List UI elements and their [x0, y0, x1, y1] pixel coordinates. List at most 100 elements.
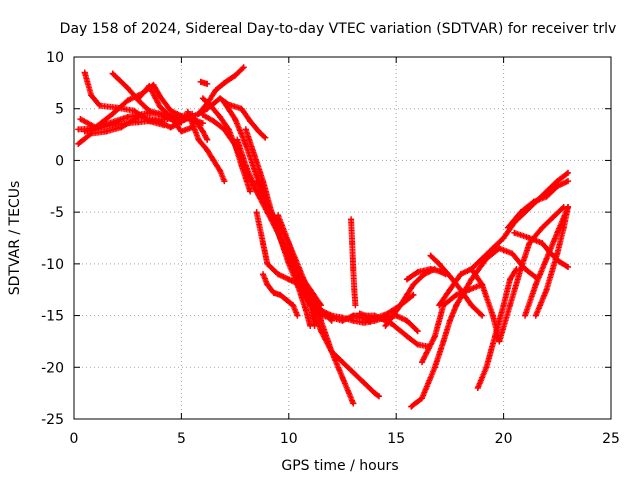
- series-19: [260, 271, 301, 319]
- data-point: [496, 245, 503, 252]
- series-27: [403, 266, 449, 283]
- data-point: [247, 188, 254, 195]
- data-point: [204, 105, 211, 112]
- data-point: [554, 178, 561, 185]
- data-point: [81, 128, 88, 135]
- data-point: [446, 273, 453, 280]
- chart-title: Day 158 of 2024, Sidereal Day-to-day VTE…: [60, 21, 617, 37]
- data-point: [167, 124, 174, 131]
- data-point: [156, 103, 163, 110]
- data-point: [421, 271, 428, 278]
- data-point: [504, 224, 511, 231]
- data-point: [262, 134, 269, 141]
- y-tick-label: -5: [50, 205, 64, 221]
- data-point: [350, 312, 357, 319]
- data-point: [88, 92, 95, 99]
- x-tick-label: 10: [280, 431, 298, 447]
- data-point: [376, 393, 383, 400]
- data-point: [328, 348, 335, 355]
- x-axis-label: GPS time / hours: [281, 458, 398, 474]
- data-point: [410, 281, 417, 288]
- data-point: [131, 107, 138, 114]
- data-point: [242, 126, 249, 133]
- data-point: [161, 122, 168, 129]
- data-point: [408, 403, 415, 410]
- series-33: [453, 245, 539, 309]
- data-point: [146, 82, 153, 89]
- data-point: [275, 212, 282, 219]
- data-point: [446, 317, 453, 324]
- data-point: [436, 268, 443, 275]
- data-point: [360, 379, 367, 386]
- series-23: [348, 216, 359, 309]
- data-point: [221, 99, 228, 106]
- data-point: [496, 338, 503, 345]
- series-30: [427, 252, 486, 319]
- data-point: [290, 302, 297, 309]
- data-point: [275, 229, 282, 236]
- series-39: [532, 203, 572, 319]
- data-point: [77, 116, 84, 123]
- series-23-markers: [348, 216, 359, 309]
- data-point: [371, 315, 378, 322]
- data-point: [150, 81, 157, 88]
- data-point: [103, 121, 110, 128]
- data-point: [81, 69, 88, 76]
- data-point: [453, 291, 460, 298]
- data-point: [554, 229, 561, 236]
- data-point: [414, 328, 421, 335]
- x-tick-label: 25: [602, 431, 620, 447]
- data-point: [489, 312, 496, 319]
- data-point: [414, 341, 421, 348]
- data-point: [294, 312, 301, 319]
- series-29-markers: [419, 281, 486, 366]
- data-point: [350, 266, 357, 273]
- data-point: [146, 118, 153, 125]
- y-tick-label: -10: [41, 257, 64, 273]
- data-point: [507, 276, 514, 283]
- data-point: [356, 310, 363, 317]
- data-point: [526, 235, 533, 241]
- data-point: [479, 312, 486, 319]
- data-point: [500, 235, 507, 241]
- data-point: [352, 302, 359, 309]
- data-point: [124, 113, 131, 120]
- data-point: [543, 193, 550, 200]
- y-tick-label: -25: [41, 412, 64, 428]
- data-point: [543, 286, 550, 293]
- data-point: [328, 317, 335, 324]
- data-point: [414, 269, 421, 276]
- data-point: [221, 178, 228, 185]
- data-point: [565, 178, 572, 185]
- data-point: [232, 72, 239, 79]
- data-point: [427, 266, 434, 273]
- x-tick-label: 20: [495, 431, 513, 447]
- data-point: [210, 157, 217, 164]
- data-point: [446, 286, 453, 293]
- series-11-markers: [197, 78, 211, 87]
- data-point: [468, 266, 475, 273]
- data-point: [440, 338, 447, 345]
- data-point: [167, 107, 174, 114]
- data-point: [285, 240, 292, 247]
- data-point: [217, 95, 224, 102]
- series-28: [408, 302, 460, 410]
- data-point: [217, 167, 224, 174]
- data-point: [554, 250, 561, 257]
- data-point: [483, 364, 490, 371]
- data-point: [427, 252, 434, 259]
- data-point: [178, 128, 185, 135]
- data-point: [489, 245, 496, 252]
- plot-frame: [73, 56, 612, 420]
- data-point: [302, 307, 309, 314]
- data-point: [184, 108, 191, 115]
- data-point: [210, 118, 217, 125]
- data-point: [199, 111, 206, 118]
- data-point: [307, 297, 314, 304]
- y-tick-label: -20: [41, 360, 64, 376]
- x-tick-label: 5: [177, 431, 186, 447]
- data-point: [260, 178, 267, 185]
- series-28-markers: [408, 302, 460, 410]
- series-35: [496, 203, 567, 345]
- data-point: [260, 240, 267, 247]
